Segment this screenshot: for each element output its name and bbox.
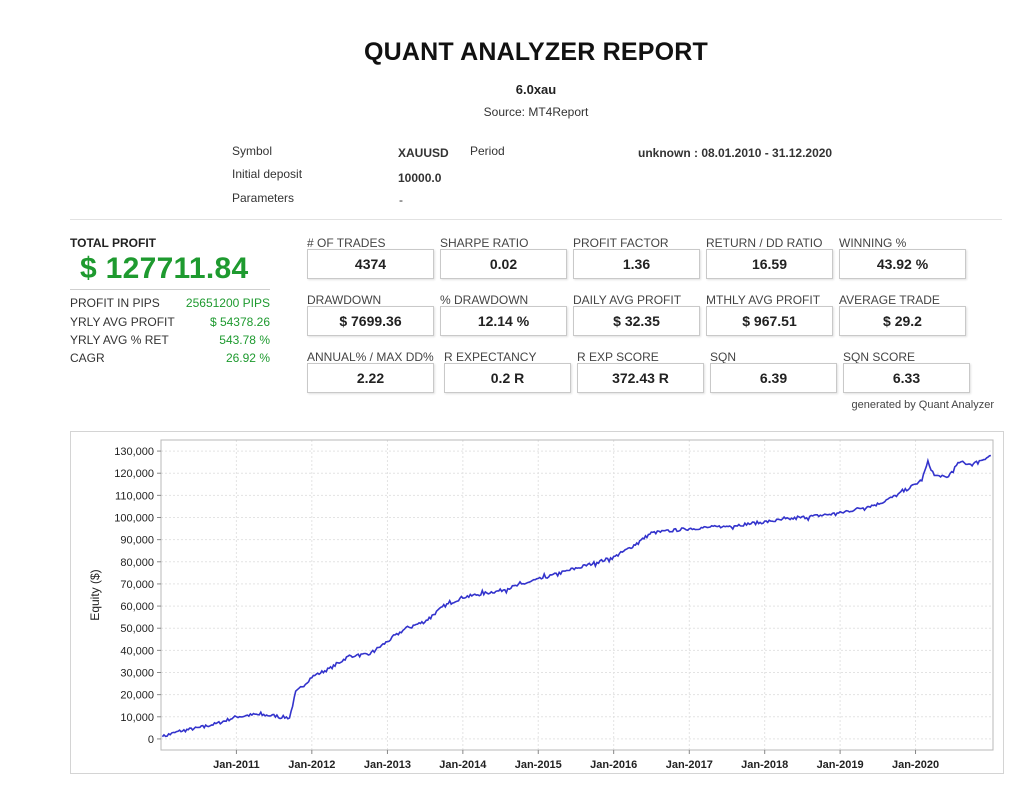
metric-label: SHARPE RATIO	[440, 236, 529, 250]
stat-value: 543.78 %	[219, 333, 270, 347]
metric-value: $ 29.2	[839, 306, 966, 336]
x-tick-label: Jan-2014	[439, 759, 487, 771]
y-tick-label: 30,000	[120, 668, 154, 680]
stat-label: YRLY AVG % RET	[70, 333, 169, 347]
chart-grid	[161, 440, 993, 750]
y-tick-label: 50,000	[120, 623, 154, 635]
y-tick-label: 40,000	[120, 645, 154, 657]
y-tick-label: 0	[148, 734, 154, 746]
y-tick-label: 120,000	[114, 468, 154, 480]
section-divider	[70, 219, 1002, 220]
metric-label: R EXP SCORE	[577, 350, 659, 364]
metric-label: DRAWDOWN	[307, 293, 382, 307]
parameters-label: Parameters	[232, 191, 295, 205]
stat-label: PROFIT IN PIPS	[70, 296, 160, 310]
parameters-value: -	[399, 193, 403, 207]
metric-label: # OF TRADES	[307, 236, 386, 250]
metric-label: R EXPECTANCY	[444, 350, 537, 364]
x-tick-label: Jan-2015	[515, 759, 562, 771]
metric-value: 16.59	[706, 249, 833, 279]
period-label: Period	[470, 144, 505, 158]
metric-value: $ 967.51	[706, 306, 833, 336]
stat-label: CAGR	[70, 351, 105, 365]
metric-value: 6.33	[843, 363, 970, 393]
period-value: unknown : 08.01.2010 - 31.12.2020	[638, 146, 833, 160]
total-profit-value: $ 127711.84	[80, 252, 249, 285]
x-tick-label: Jan-2017	[666, 759, 713, 771]
metric-value: $ 7699.36	[307, 306, 434, 336]
metric-value: 0.2 R	[444, 363, 571, 393]
y-axis-ticks: 130,000 120,000 110,000 100,000 90,000 80,000…	[114, 446, 161, 746]
metric-label: DAILY AVG PROFIT	[573, 293, 682, 307]
equity-chart: 130,000 120,000 110,000 100,000 90,000 80,000…	[88, 439, 994, 771]
x-tick-label: Jan-2016	[590, 759, 637, 771]
metric-label: AVERAGE TRADE	[839, 293, 940, 307]
report-source: Source: MT4Report	[483, 105, 589, 119]
y-tick-label: 90,000	[120, 535, 154, 547]
metric-label: % DRAWDOWN	[440, 293, 529, 307]
generated-by-note: generated by Quant Analyzer	[851, 399, 994, 411]
y-tick-label: 70,000	[120, 579, 154, 591]
stat-value: 26.92 %	[225, 351, 270, 365]
y-tick-label: 60,000	[120, 601, 154, 613]
metric-value: 6.39	[710, 363, 837, 393]
equity-series-line	[161, 454, 992, 738]
report-title: QUANT ANALYZER REPORT	[363, 38, 709, 66]
y-tick-label: 80,000	[120, 557, 154, 569]
x-axis-ticks: Jan-2011 Jan-2012 Jan-2013 Jan-2014 Jan-2015…	[213, 750, 939, 771]
x-tick-label: Jan-2011	[213, 759, 259, 771]
deposit-value: 10000.0	[398, 171, 442, 185]
x-tick-label: Jan-2019	[817, 759, 864, 771]
symbol-value: XAUUSD	[398, 146, 449, 160]
report-subtitle: 6.0xau	[515, 82, 557, 97]
stat-value: 25651200 PIPS	[185, 296, 270, 310]
x-tick-label: Jan-2012	[288, 759, 335, 771]
metric-label: WINNING %	[839, 236, 907, 250]
metric-value: $ 32.35	[573, 306, 700, 336]
stat-label: YRLY AVG PROFIT	[70, 315, 175, 329]
symbol-label: Symbol	[232, 144, 273, 158]
x-tick-label: Jan-2020	[892, 759, 939, 771]
y-tick-label: 10,000	[120, 712, 154, 724]
metric-label: SQN	[710, 350, 737, 364]
metric-label: RETURN / DD RATIO	[706, 236, 823, 250]
metric-label: SQN SCORE	[843, 350, 916, 364]
metric-value: 372.43 R	[577, 363, 704, 393]
stat-value: $ 54378.26	[209, 315, 270, 329]
plot-area-border	[160, 439, 994, 751]
y-tick-label: 130,000	[114, 446, 154, 458]
deposit-label: Initial deposit	[232, 167, 303, 181]
metric-value: 1.36	[573, 249, 700, 279]
metric-value: 12.14 %	[440, 306, 567, 336]
y-axis-label: Equity ($)	[88, 569, 102, 620]
y-tick-label: 110,000	[115, 490, 154, 502]
metric-label: MTHLY AVG PROFIT	[706, 293, 821, 307]
y-tick-label: 20,000	[120, 690, 154, 702]
metric-value: 43.92 %	[839, 249, 966, 279]
metric-value: 2.22	[307, 363, 434, 393]
x-tick-label: Jan-2018	[741, 759, 788, 771]
metric-value: 0.02	[440, 249, 567, 279]
x-tick-label: Jan-2013	[364, 759, 411, 771]
equity-chart-frame: 130,000 120,000 110,000 100,000 90,000 80,000…	[70, 431, 1004, 774]
total-profit-underline	[70, 289, 270, 290]
y-tick-label: 100,000	[114, 513, 154, 525]
metric-label: PROFIT FACTOR	[573, 236, 669, 250]
metric-value: 4374	[307, 249, 434, 279]
total-profit-label: TOTAL PROFIT	[70, 236, 156, 250]
metric-label: ANNUAL% / MAX DD%	[307, 350, 434, 364]
